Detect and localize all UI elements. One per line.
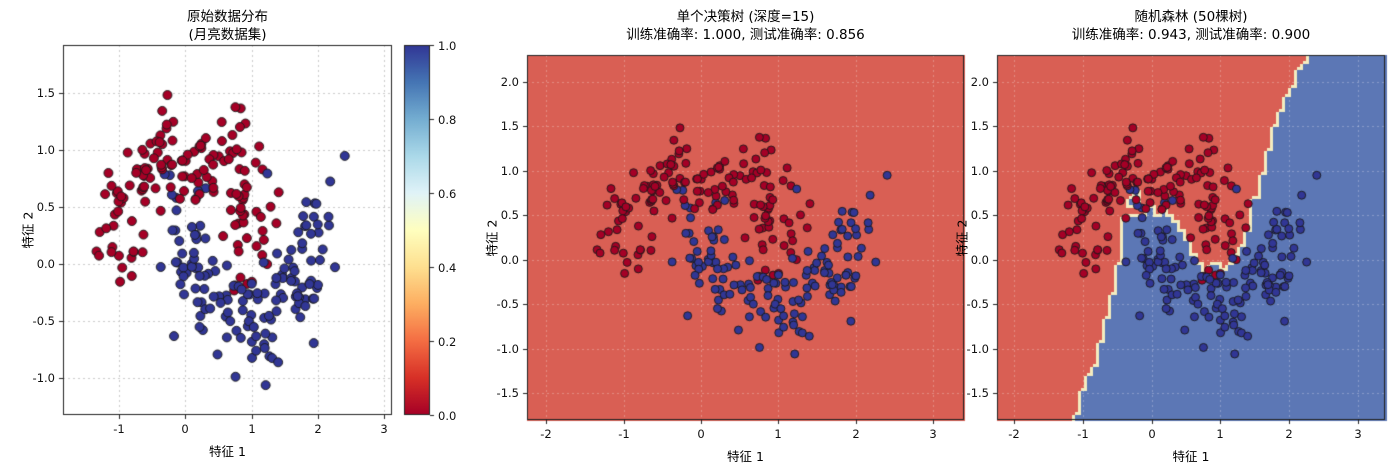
colorbar-tick-label: 0.8	[438, 112, 457, 127]
x-tick-label: 0	[1148, 427, 1156, 441]
x-tick-label: 2	[852, 427, 860, 441]
x-tick-label: 1	[1216, 427, 1224, 441]
x-axis-label: 特征 1	[209, 444, 246, 459]
colorbar-tick-label: 0.2	[438, 334, 457, 349]
x-tick-label: 1	[774, 427, 782, 441]
y-tick-label: 0.5	[970, 208, 989, 222]
x-axis-label: 特征 1	[1172, 449, 1210, 464]
y-tick-label: 0.0	[500, 253, 519, 267]
x-tick-label: 1	[248, 422, 256, 436]
y-tick-label: -1.0	[32, 371, 55, 385]
title-line-2: (月亮数据集)	[188, 27, 267, 43]
panel-title-random-forest: 随机森林 (50棵树) 训练准确率: 0.943, 测试准确率: 0.900	[997, 8, 1385, 44]
x-tick-label: 0	[181, 422, 189, 436]
y-axis-label: 特征 2	[20, 211, 36, 249]
x-tick-label: 3	[1354, 427, 1362, 441]
y-tick-label: 1.5	[970, 119, 989, 133]
y-tick-label: 2.0	[500, 75, 519, 89]
panel-title-decision-tree: 单个决策树 (深度=15) 训练准确率: 1.000, 测试准确率: 0.856	[527, 8, 964, 44]
y-tick-label: 0.0	[36, 257, 55, 271]
y-tick-label: 1.5	[500, 119, 519, 133]
x-tick-label: 3	[929, 427, 937, 441]
y-tick-label: 1.0	[500, 164, 519, 178]
x-tick-label: -1	[1077, 427, 1089, 441]
y-tick-label: 1.0	[36, 143, 55, 157]
title-line-1: 原始数据分布	[187, 9, 268, 25]
x-tick-label: 3	[380, 422, 388, 436]
colorbar-tick-label: 0.4	[438, 260, 457, 275]
title-line-2: 训练准确率: 0.943, 测试准确率: 0.900	[1071, 27, 1311, 43]
y-tick-label: -1.0	[496, 342, 519, 356]
y-tick-label: -0.5	[496, 297, 519, 311]
y-axis-label: 特征 2	[954, 219, 970, 256]
title-line-1: 随机森林 (50棵树)	[1134, 9, 1248, 25]
y-tick-label: -0.5	[966, 297, 989, 311]
y-tick-label: 0.5	[36, 200, 55, 214]
colorbar-tick-label: 0.6	[438, 186, 457, 201]
y-axis-label: 特征 2	[484, 219, 500, 256]
x-tick-label: -2	[1008, 427, 1020, 441]
y-tick-label: -1.5	[496, 386, 519, 400]
x-tick-label: -1	[113, 422, 125, 436]
x-tick-label: -1	[618, 427, 630, 441]
x-tick-label: 0	[697, 427, 705, 441]
title-line-2: 训练准确率: 1.000, 测试准确率: 0.856	[626, 27, 865, 43]
panel-title-original: 原始数据分布 (月亮数据集)	[63, 8, 392, 44]
y-tick-label: -1.5	[966, 386, 989, 400]
title-line-1: 单个决策树 (深度=15)	[676, 9, 815, 25]
x-tick-label: -2	[540, 427, 552, 441]
colorbar-tick-label: 0.0	[438, 408, 457, 423]
y-tick-label: 2.0	[970, 75, 989, 89]
colorbar-tick-label: 1.0	[438, 38, 457, 53]
y-tick-label: 1.0	[970, 164, 989, 178]
y-tick-label: -1.0	[966, 342, 989, 356]
y-tick-label: 0.5	[500, 208, 519, 222]
y-tick-label: 1.5	[36, 86, 55, 100]
x-tick-label: 2	[314, 422, 322, 436]
y-tick-label: 0.0	[970, 253, 989, 267]
y-tick-label: -0.5	[32, 314, 55, 328]
x-tick-label: 2	[1285, 427, 1293, 441]
x-axis-label: 特征 1	[727, 449, 764, 464]
